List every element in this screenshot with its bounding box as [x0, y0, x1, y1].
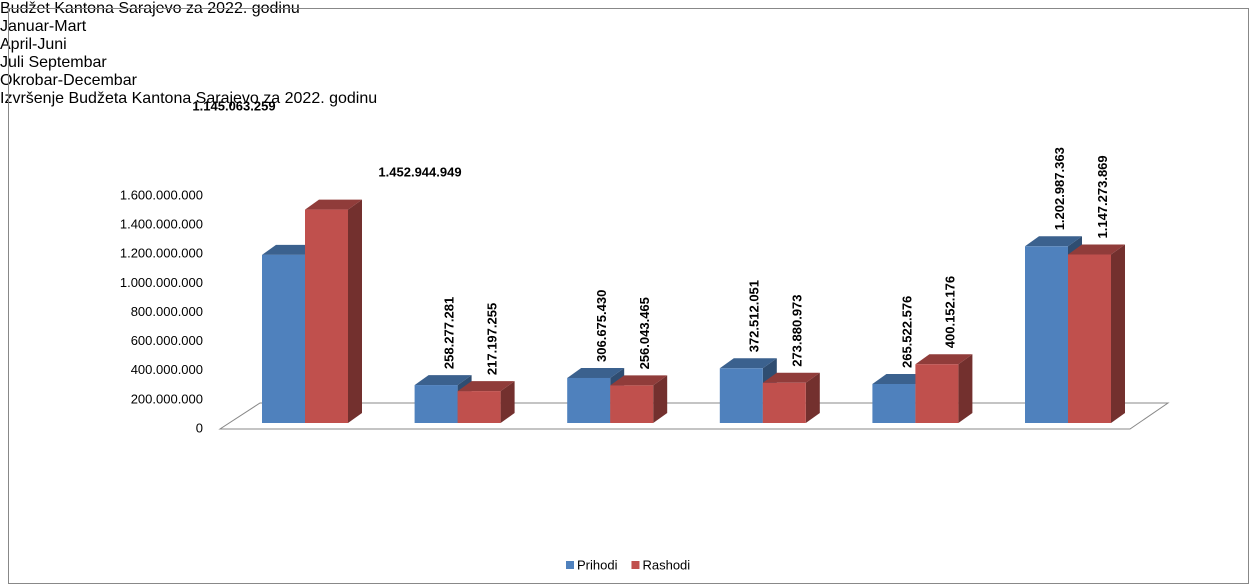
bar-face: [915, 364, 959, 423]
bar-face: [457, 381, 515, 392]
bar: [1068, 244, 1125, 423]
bar: [762, 372, 820, 423]
bar-face: [414, 385, 458, 423]
bar-face: [805, 372, 820, 423]
x-tick-label: Okrobar-Decembar: [0, 72, 137, 89]
chart-border: [8, 8, 1249, 584]
data-label: 372.512.051: [747, 280, 762, 352]
bar-face: [762, 372, 820, 383]
data-label: 217.197.255: [485, 303, 500, 375]
bar-face: [262, 254, 305, 423]
bar-face: [872, 384, 916, 423]
bar: [915, 354, 973, 423]
y-tick-label: 1.600.000.000: [120, 187, 203, 202]
bar-face: [305, 199, 362, 210]
bar-face: [872, 374, 930, 385]
bar-face: [958, 354, 973, 423]
floor: [218, 402, 1170, 430]
y-tick-label: 600.000.000: [131, 333, 203, 348]
data-label: 256.043.465: [637, 297, 652, 369]
data-label: 1.202.987.363: [1052, 147, 1067, 230]
data-label: 258.277.281: [442, 297, 457, 369]
legend-swatch: [631, 561, 640, 569]
data-label: 400.152.176: [942, 276, 957, 348]
bar: [610, 375, 668, 423]
y-tick-label: 1.400.000.000: [120, 217, 203, 232]
bar-face: [1068, 244, 1125, 255]
bar-face: [610, 375, 668, 386]
bar-face: [567, 367, 625, 378]
bar-face: [567, 377, 611, 423]
x-tick-label: Juli Septembar: [0, 54, 107, 71]
bar-face: [262, 244, 319, 255]
legend-swatch: [566, 561, 574, 569]
bar-face: [305, 209, 348, 423]
bar: [457, 381, 515, 423]
y-tick-label: 0: [196, 420, 203, 435]
bar-face: [414, 375, 472, 386]
x-tick-label: Izvršenje Budžeta Kantona Sarajevo za 20…: [0, 90, 378, 107]
bar-face: [348, 199, 362, 423]
bar-face: [457, 391, 501, 423]
y-tick-label: 1.200.000.000: [120, 246, 203, 261]
bar-face: [1068, 254, 1111, 423]
bar-face: [1025, 246, 1068, 423]
bar-face: [1111, 244, 1125, 423]
y-tick-label: 400.000.000: [131, 362, 203, 377]
data-label: 265.522.576: [899, 296, 914, 368]
bar: [305, 199, 362, 423]
data-label: 1.452.944.949: [378, 164, 461, 179]
bar-face: [719, 358, 777, 369]
bar-face: [653, 375, 668, 423]
y-tick-label: 200.000.000: [131, 391, 203, 406]
x-tick-label: Januar-Mart: [0, 18, 87, 35]
data-label: 1.147.273.869: [1095, 155, 1110, 238]
bar-face: [915, 354, 973, 365]
legend-label: Prihodi: [577, 557, 618, 572]
bar-face: [1025, 236, 1082, 247]
data-label: 1.145.063.259: [192, 98, 275, 113]
bar-face: [762, 382, 806, 423]
data-label: 273.880.973: [790, 294, 805, 366]
y-tick-label: 1.000.000.000: [120, 275, 203, 290]
legend-label: Rashodi: [642, 557, 690, 572]
bar-face: [719, 368, 763, 423]
x-tick-label: April-Juni: [0, 36, 67, 53]
y-tick-label: 800.000.000: [131, 304, 203, 319]
data-label: 306.675.430: [594, 290, 609, 362]
bar-face: [500, 381, 515, 423]
bar-face: [610, 385, 654, 423]
